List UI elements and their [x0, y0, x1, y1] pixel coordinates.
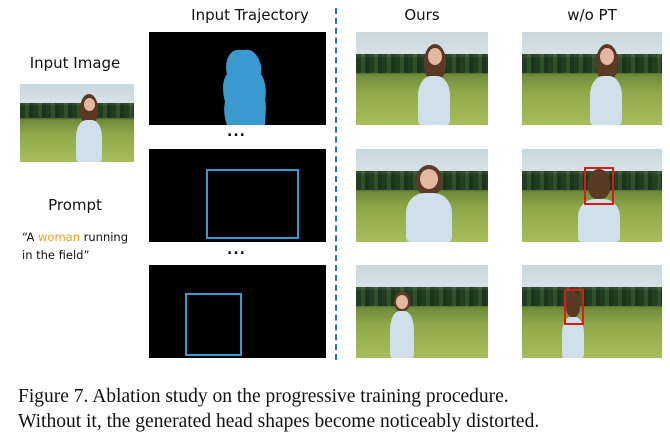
wo-pt-frame-2	[522, 149, 662, 242]
distortion-highlight-box	[584, 167, 614, 205]
ellipsis-1: ...	[227, 124, 246, 140]
prompt-open: “A	[22, 230, 38, 244]
header-input-trajectory: Input Trajectory	[191, 6, 309, 24]
ours-frame-2	[356, 149, 488, 242]
header-ours: Ours	[404, 6, 440, 24]
input-image	[20, 84, 134, 162]
trajectory-box-3	[185, 293, 242, 356]
prompt-text: “A woman running in the field”	[22, 228, 142, 264]
trajectory-box-2	[206, 169, 299, 239]
header-wo-pt: w/o PT	[567, 6, 617, 24]
figure-caption: Figure 7. Ablation study on the progress…	[18, 384, 658, 434]
column-divider	[335, 8, 337, 360]
woman-silhouette-mask	[223, 49, 266, 125]
ours-frame-3	[356, 265, 488, 358]
caption-line-1: Figure 7. Ablation study on the progress…	[18, 386, 509, 407]
trajectory-box-frame-3	[149, 265, 326, 358]
ours-frame-1	[356, 32, 488, 125]
trajectory-mask-frame	[149, 32, 326, 125]
prompt-label: Prompt	[48, 196, 102, 214]
ellipsis-2: ...	[227, 242, 246, 258]
distortion-highlight-box	[564, 289, 584, 325]
caption-line-2: Without it, the generated head shapes be…	[18, 411, 540, 432]
trajectory-box-frame-2	[149, 149, 326, 242]
prompt-line2: in the field”	[22, 248, 90, 262]
input-image-label: Input Image	[29, 54, 121, 72]
wo-pt-frame-3	[522, 265, 662, 358]
wo-pt-frame-1	[522, 32, 662, 125]
prompt-highlight: woman	[38, 230, 80, 244]
prompt-rest: running	[79, 230, 129, 244]
